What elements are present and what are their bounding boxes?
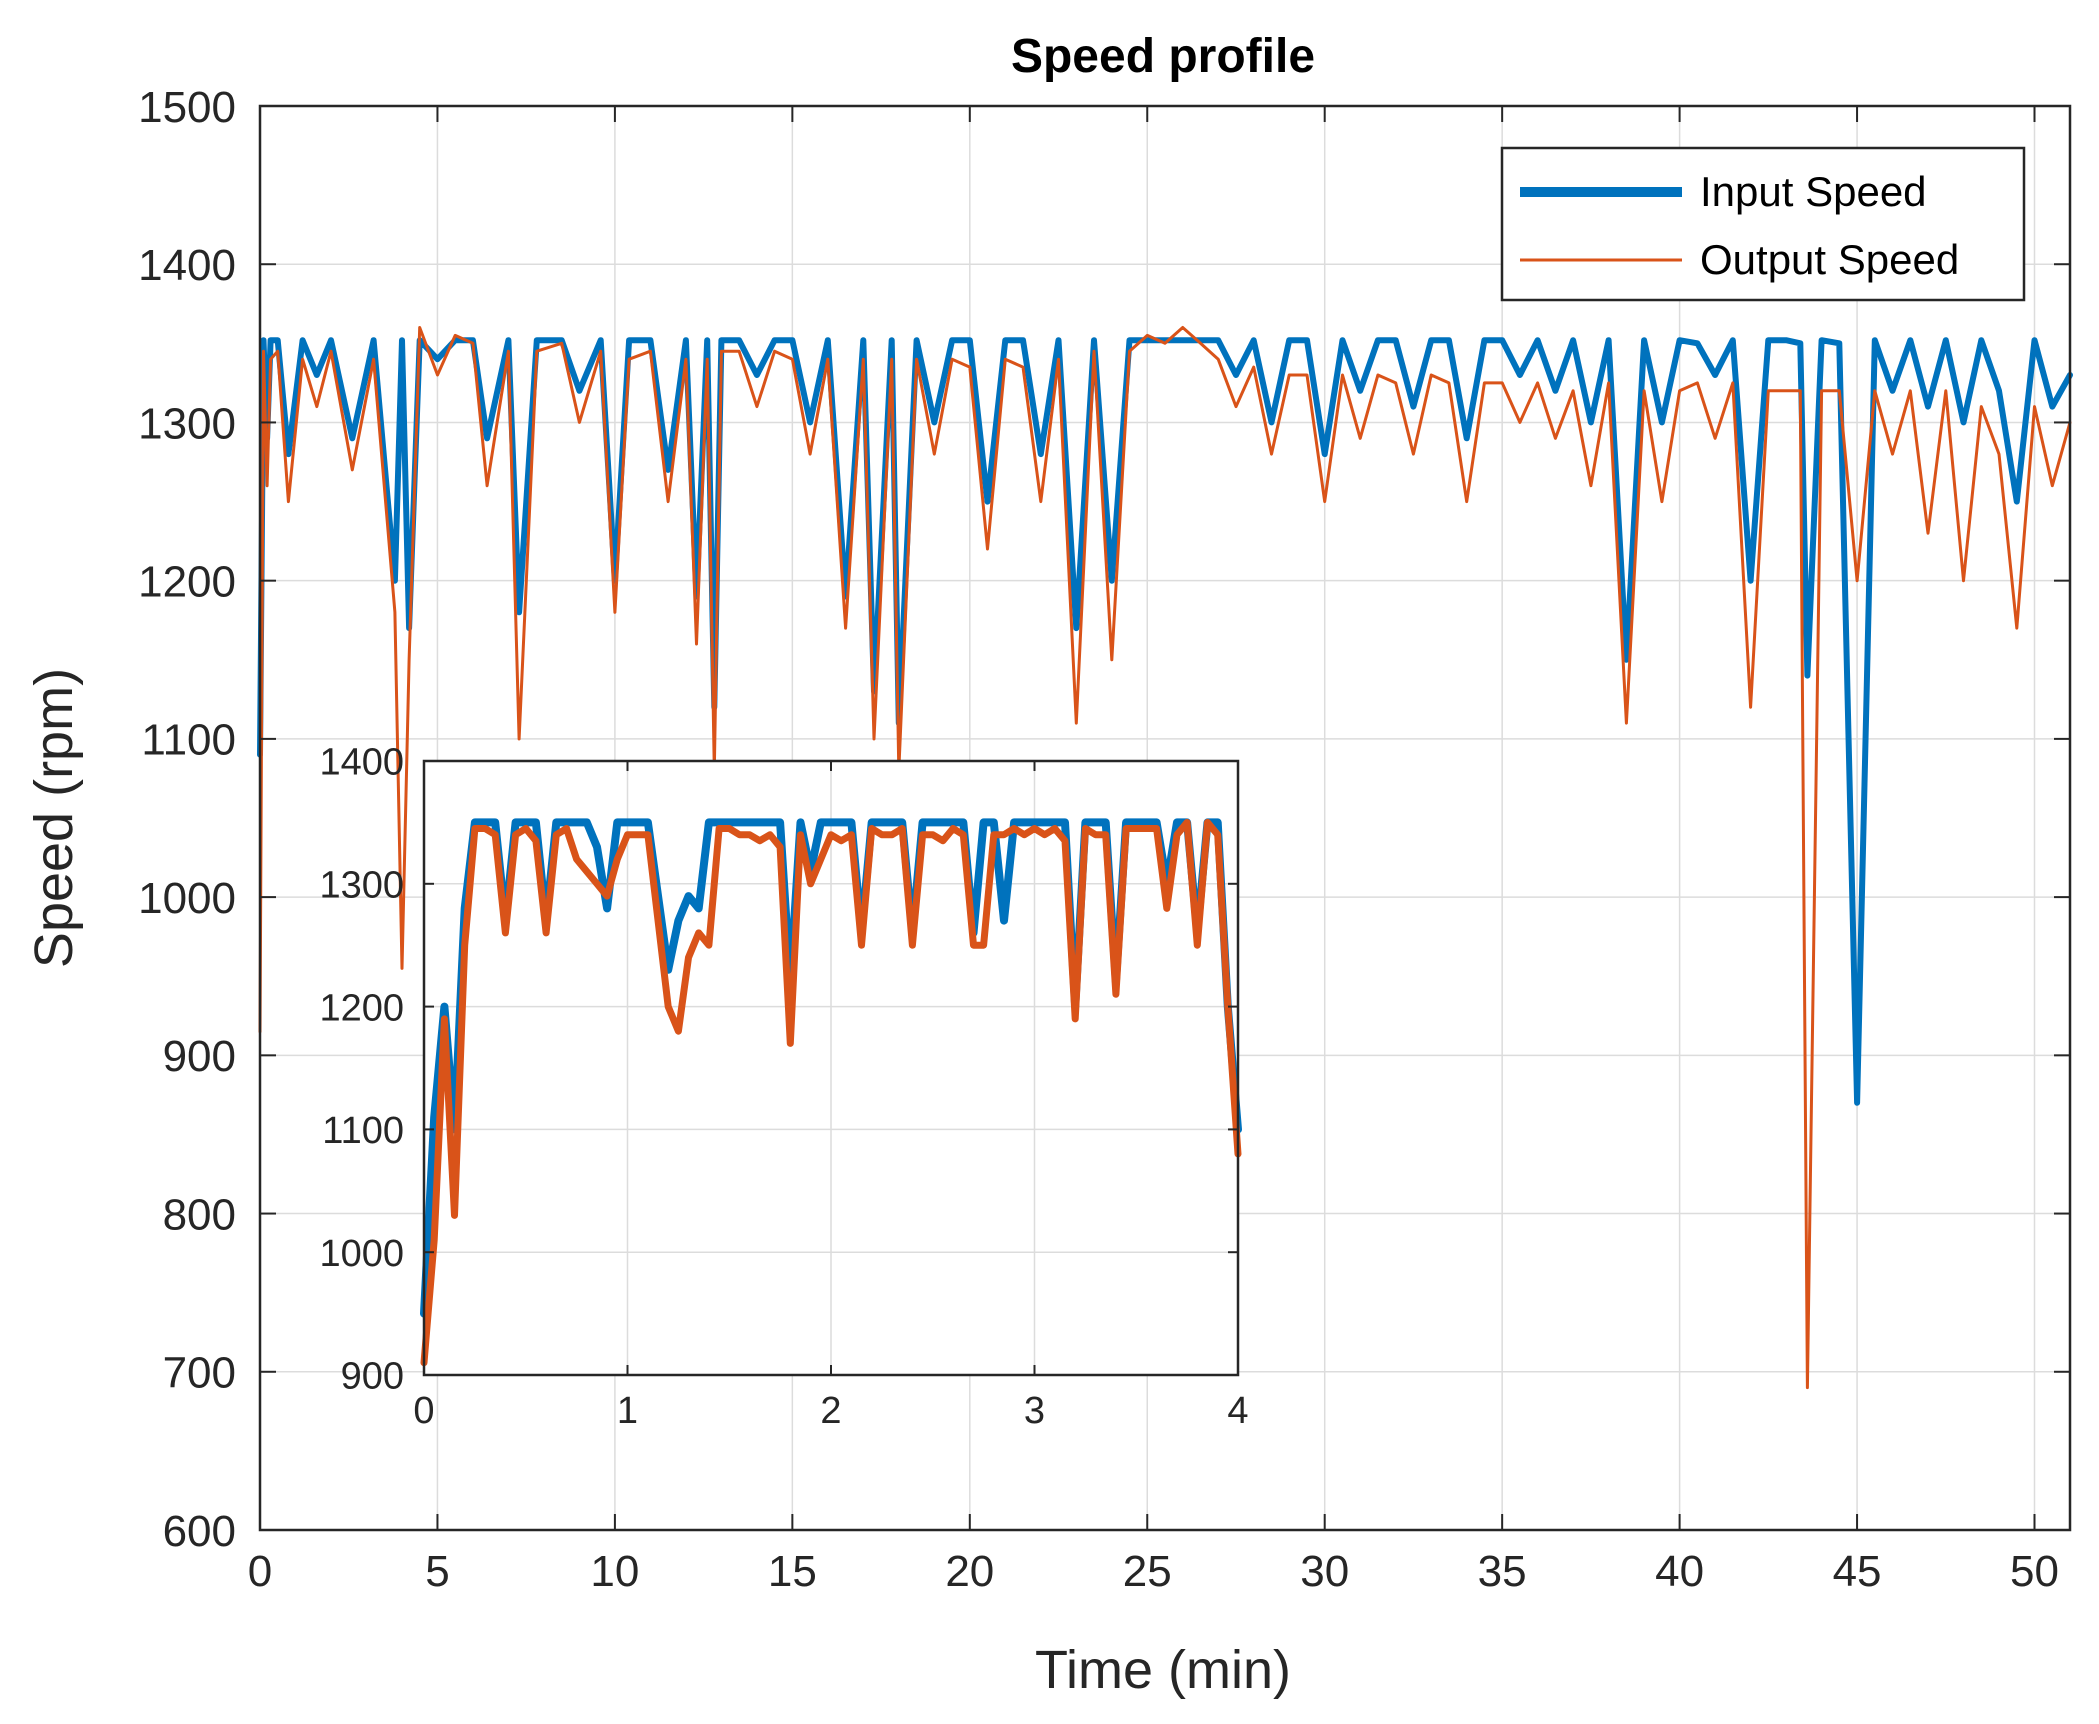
inset-x-tick-label: 2 — [820, 1390, 841, 1432]
y-axis-label: Speed (rpm) — [24, 668, 84, 968]
main-tick-marks — [259, 105, 2070, 1531]
main-series-group — [257, 326, 2073, 1390]
x-axis-label: Time (min) — [1035, 1640, 1291, 1700]
main-x-tick-label: 10 — [590, 1547, 639, 1596]
main-y-tick-label: 700 — [163, 1349, 236, 1398]
inset-y-tick-label: 1100 — [322, 1110, 404, 1152]
main-x-tick-label: 40 — [1655, 1547, 1704, 1596]
main-plot-frame — [258, 104, 2072, 1532]
main-y-tick-label: 1100 — [141, 716, 236, 765]
inset-x-tick-label: 0 — [413, 1390, 434, 1432]
inset-x-tick-label: 4 — [1227, 1390, 1248, 1432]
main-x-tick-label: 45 — [1833, 1547, 1882, 1596]
inset-x-tick-label: 1 — [617, 1390, 638, 1432]
main-x-tick-labels: 0 5 10 15 20 25 30 35 40 45 50 — [248, 1547, 2059, 1596]
inset-tick-marks — [423, 760, 1239, 1376]
main-y-tick-label: 1500 — [138, 83, 236, 132]
main-x-tick-label: 5 — [425, 1547, 449, 1596]
main-y-tick-label: 800 — [163, 1190, 236, 1239]
main-y-tick-label: 1400 — [138, 241, 236, 290]
legend-label-output-speed: Output Speed — [1700, 236, 1959, 283]
inset-y-tick-labels: 900 1000 1100 1200 1300 1400 — [319, 742, 404, 1398]
main-series-line-input-speed — [257, 337, 2073, 1106]
main-y-tick-label: 900 — [163, 1032, 236, 1081]
main-y-tick-label: 1200 — [138, 558, 236, 607]
main-x-tick-label: 35 — [1478, 1547, 1527, 1596]
inset-y-tick-label: 900 — [341, 1356, 404, 1398]
main-x-tick-label: 15 — [768, 1547, 817, 1596]
inset-y-tick-label: 1400 — [319, 742, 404, 784]
main-x-tick-label: 50 — [2010, 1547, 2059, 1596]
inset-y-tick-label: 1000 — [319, 1233, 404, 1275]
main-x-tick-label: 20 — [945, 1547, 994, 1596]
main-y-tick-label: 1300 — [138, 399, 236, 448]
main-y-tick-labels: 600 700 800 900 1000 1100 1200 1300 1400 1500 — [138, 83, 236, 1556]
inset-y-tick-label: 1200 — [319, 987, 404, 1029]
chart-title: Speed profile — [1011, 30, 1315, 83]
legend: Input Speed Output Speed — [1500, 146, 2026, 302]
inset-series-line-input-speed — [420, 818, 1242, 1318]
legend-label-input-speed: Input Speed — [1700, 168, 1927, 215]
inset-series-group — [420, 818, 1242, 1367]
main-x-tick-label: 25 — [1123, 1547, 1172, 1596]
inset-x-tick-labels: 0 1 2 3 4 — [413, 1390, 1248, 1432]
main-x-tick-label: 0 — [248, 1547, 272, 1596]
main-y-tick-label: 600 — [163, 1507, 236, 1556]
inset-series-line-output-speed — [420, 818, 1242, 1367]
inset-x-tick-label: 3 — [1024, 1390, 1045, 1432]
legend-box — [1500, 146, 2026, 302]
inset-y-tick-label: 1300 — [319, 864, 404, 906]
main-series-line-output-speed — [258, 326, 2072, 1390]
main-x-tick-label: 30 — [1300, 1547, 1349, 1596]
main-y-tick-label: 1000 — [138, 874, 236, 923]
